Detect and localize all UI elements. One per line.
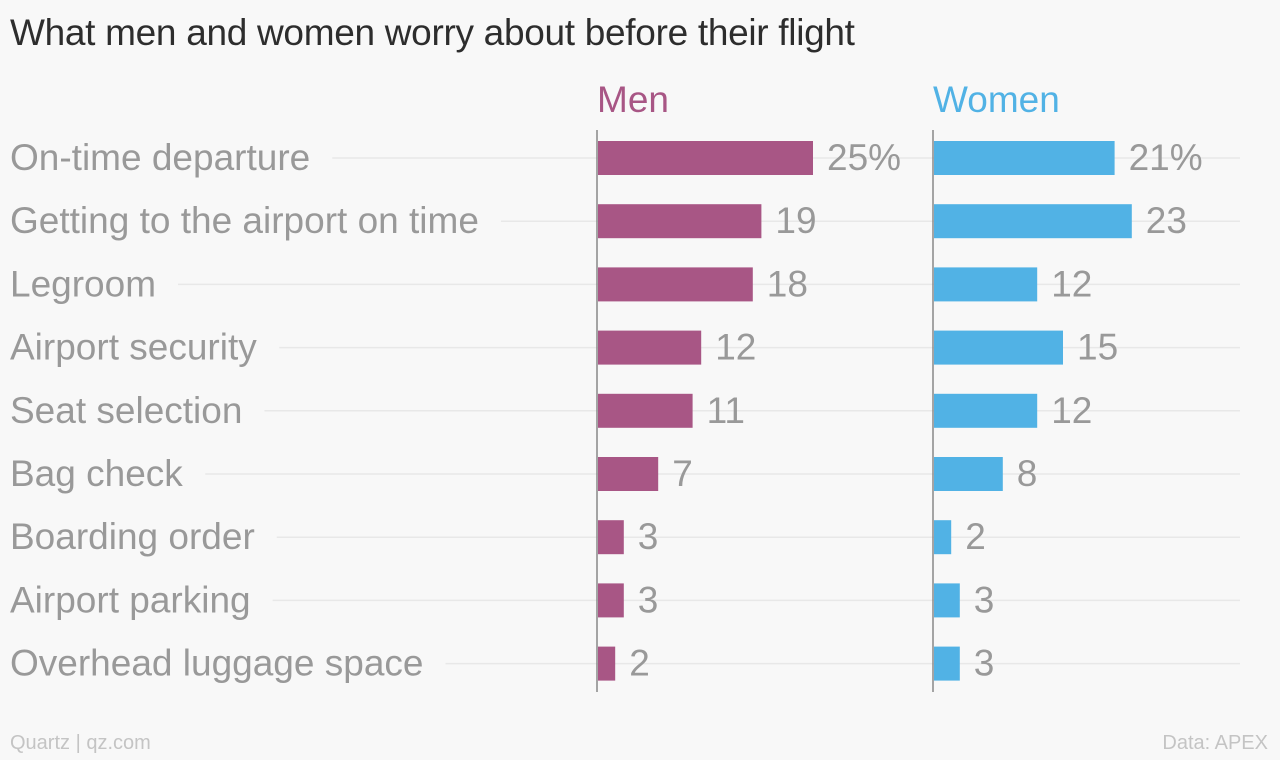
- value-label-women-airport-security: 15: [1077, 327, 1118, 368]
- value-label-men-legroom: 18: [767, 263, 808, 304]
- category-label-getting-to-the-airport-on-time: Getting to the airport on time: [10, 200, 479, 241]
- value-label-women-legroom: 12: [1051, 263, 1092, 304]
- bar-men-getting-to-the-airport-on-time: [598, 204, 762, 239]
- value-label-men-boarding-order: 3: [638, 516, 659, 557]
- value-label-women-seat-selection: 12: [1051, 390, 1092, 431]
- bar-women-airport-parking: [934, 583, 960, 618]
- category-label-airport-security: Airport security: [10, 327, 257, 368]
- bar-men-bag-check: [598, 457, 659, 491]
- data-credit: Data: APEX: [1162, 732, 1268, 754]
- bar-women-on-time-departure: [934, 141, 1115, 175]
- value-label-men-getting-to-the-airport-on-time: 19: [775, 200, 816, 241]
- category-label-legroom: Legroom: [10, 263, 156, 304]
- bar-men-overhead-luggage-space: [598, 646, 616, 681]
- bar-women-overhead-luggage-space: [934, 646, 960, 681]
- bar-men-on-time-departure: [598, 141, 813, 175]
- value-label-men-on-time-departure: 25%: [827, 137, 901, 178]
- bar-women-getting-to-the-airport-on-time: [934, 204, 1132, 239]
- bar-men-airport-security: [598, 330, 702, 365]
- value-label-women-boarding-order: 2: [965, 516, 986, 557]
- value-label-men-seat-selection: 11: [707, 390, 745, 431]
- value-label-women-bag-check: 8: [1017, 453, 1038, 494]
- bar-men-legroom: [598, 267, 753, 302]
- category-label-on-time-departure: On-time departure: [10, 137, 310, 178]
- bar-women-legroom: [934, 267, 1038, 302]
- value-label-men-overhead-luggage-space: 2: [629, 643, 650, 684]
- value-label-women-getting-to-the-airport-on-time: 23: [1146, 200, 1187, 241]
- category-label-boarding-order: Boarding order: [10, 516, 255, 557]
- value-label-men-airport-security: 12: [715, 327, 756, 368]
- chart-title: What men and women worry about before th…: [10, 12, 855, 53]
- series-header-women: Women: [933, 79, 1060, 120]
- value-label-women-airport-parking: 3: [974, 579, 995, 620]
- bar-women-boarding-order: [934, 520, 952, 555]
- category-label-seat-selection: Seat selection: [10, 390, 242, 431]
- value-label-women-on-time-departure: 21%: [1129, 137, 1203, 178]
- bar-women-airport-security: [934, 330, 1063, 365]
- category-label-bag-check: Bag check: [10, 453, 183, 494]
- value-label-men-bag-check: 7: [672, 453, 693, 494]
- bar-men-airport-parking: [598, 583, 624, 618]
- bar-men-seat-selection: [598, 393, 693, 428]
- category-label-overhead-luggage-space: Overhead luggage space: [10, 643, 423, 684]
- bar-men-boarding-order: [598, 520, 624, 555]
- bar-women-seat-selection: [934, 393, 1038, 428]
- category-label-airport-parking: Airport parking: [10, 579, 251, 620]
- series-header-men: Men: [597, 79, 669, 120]
- value-label-men-airport-parking: 3: [638, 579, 659, 620]
- value-label-women-overhead-luggage-space: 3: [974, 643, 995, 684]
- source-credit: Quartz | qz.com: [10, 732, 151, 754]
- bar-women-bag-check: [934, 457, 1003, 491]
